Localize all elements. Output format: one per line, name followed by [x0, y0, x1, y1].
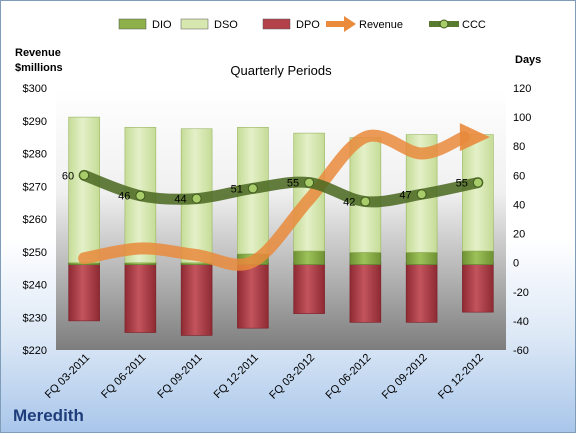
ccc-data-label: 55 — [287, 178, 299, 190]
revenue-arrowhead — [459, 123, 490, 152]
ccc-marker — [472, 177, 483, 188]
left-axis-ticks: $220 $230 $240 $250 $260 $270 $280 $290 $300 — [23, 83, 47, 357]
right-tick-label: 60 — [513, 170, 525, 182]
right-axis-title: Days — [515, 54, 541, 66]
dio-bar — [349, 252, 382, 265]
legend-swatch — [439, 19, 449, 29]
revenue-group — [78, 123, 490, 271]
ccc-data-label: 46 — [118, 191, 130, 203]
x-tick-label: FQ 12-2011 — [212, 352, 261, 401]
dpo-bar — [68, 262, 100, 322]
legend-label: DPO — [296, 19, 320, 31]
left-axis-title-line1: Revenue — [15, 47, 61, 59]
ccc-data-label: 47 — [399, 189, 411, 201]
legend-label: DSO — [214, 19, 238, 31]
x-tick-label: FQ 06-2012 — [324, 352, 374, 402]
ccc-data-label: 60 — [62, 170, 74, 182]
right-tick-label: -40 — [513, 316, 529, 328]
ccc-marker — [79, 170, 90, 181]
x-tick-label: FQ 06-2011 — [99, 352, 148, 401]
dpo-bar — [405, 262, 438, 323]
right-tick-label: -20 — [513, 287, 529, 299]
ccc-marker — [247, 183, 258, 194]
left-tick-label: $280 — [23, 149, 47, 161]
left-tick-label: $250 — [23, 247, 47, 259]
ccc-marker — [416, 189, 427, 200]
x-tick-label: FQ 09-2012 — [380, 352, 430, 402]
ccc-data-label: 42 — [343, 197, 355, 209]
right-tick-label: 80 — [513, 141, 525, 153]
dio-bar — [462, 250, 494, 265]
left-tick-label: $300 — [23, 83, 47, 95]
legend-label: DIO — [152, 19, 172, 31]
ccc-data-label: 51 — [231, 183, 243, 195]
legend-swatch — [344, 16, 356, 32]
right-tick-label: -60 — [513, 345, 529, 357]
ccc-marker — [304, 177, 315, 188]
legend-swatch — [180, 18, 209, 30]
dpo-bar — [124, 262, 157, 333]
left-tick-label: $260 — [23, 214, 47, 226]
chart-title: Quarterly Periods — [230, 63, 332, 78]
ccc-marker — [360, 196, 371, 207]
revenue-line — [78, 129, 470, 271]
right-tick-label: 20 — [513, 229, 525, 241]
left-tick-label: $220 — [23, 345, 47, 357]
right-tick-label: 100 — [513, 112, 531, 124]
legend-swatch — [118, 18, 147, 30]
legend-label: CCC — [462, 19, 486, 31]
x-tick-label: FQ 12-2012 — [436, 352, 486, 402]
x-axis-labels: FQ 03-2011 FQ 06-2011 FQ 09-2011 FQ 12-2011… — [43, 352, 486, 402]
left-axis-title-line2: $millions — [15, 62, 63, 74]
left-tick-label: $240 — [23, 280, 47, 292]
plot-background — [56, 88, 506, 350]
ccc-marker — [191, 193, 202, 204]
legend-swatch — [262, 18, 291, 30]
dpo-bar — [349, 262, 382, 323]
x-tick-label: FQ 03-2012 — [267, 352, 317, 402]
right-tick-label: 0 — [513, 258, 519, 270]
company-name: Meredith — [13, 406, 84, 425]
dpo-bar — [462, 262, 494, 313]
dpo-bar — [293, 262, 325, 314]
right-tick-label: 40 — [513, 199, 525, 211]
right-axis-ticks: -60 -40 -20 0 20 40 60 80 100 120 — [513, 83, 531, 357]
dio-bar — [293, 250, 325, 265]
ccc-group: 60 46 44 51 55 42 47 55 — [62, 169, 484, 209]
dpo-bar — [237, 262, 269, 329]
dio-bar — [405, 252, 438, 265]
x-tick-label: FQ 09-2011 — [155, 352, 204, 401]
dso-bar — [68, 116, 100, 263]
dso-bar — [462, 134, 494, 252]
legend: DIO DSO DPO Revenue CCC — [118, 16, 486, 32]
ccc-data-label: 44 — [174, 194, 186, 206]
left-tick-label: $230 — [23, 312, 47, 324]
right-tick-label: 120 — [513, 83, 531, 95]
ccc-data-label: 55 — [456, 178, 468, 190]
left-tick-label: $270 — [23, 181, 47, 193]
left-tick-label: $290 — [23, 116, 47, 128]
x-tick-label: FQ 03-2011 — [43, 352, 92, 401]
dpo-bar — [180, 262, 213, 336]
legend-label: Revenue — [359, 19, 403, 31]
ccc-marker — [135, 190, 146, 201]
